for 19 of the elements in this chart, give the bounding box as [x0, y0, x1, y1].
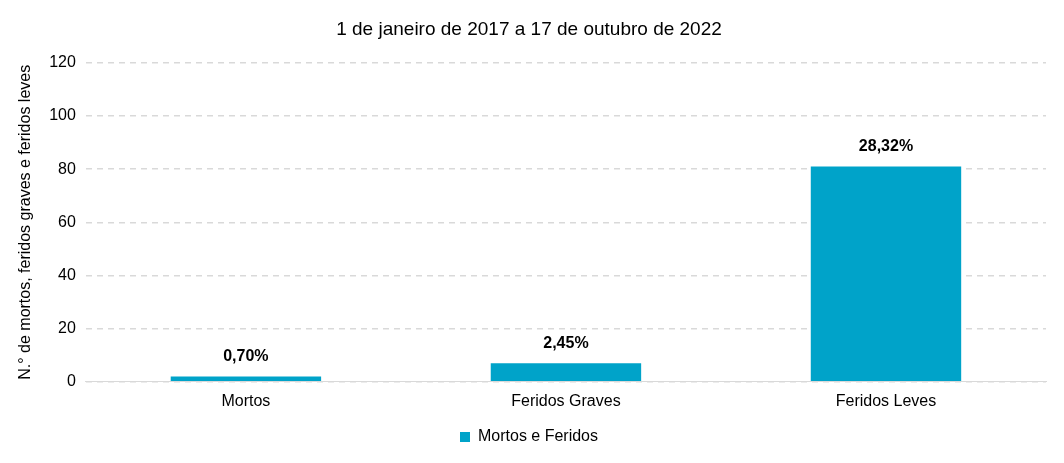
y-tick-label: 60 — [58, 212, 76, 230]
y-tick-label: 20 — [58, 319, 76, 337]
bar — [810, 166, 962, 382]
y-tick-label: 0 — [66, 372, 76, 390]
y-tick-label: 100 — [49, 106, 76, 124]
x-tick-label: Feridos Graves — [511, 391, 621, 409]
legend-label: Mortos e Feridos — [477, 427, 599, 445]
bar — [170, 376, 322, 382]
chart-title: 1 de janeiro de 2017 a 17 de outubro de 2022 — [336, 17, 722, 39]
y-tick-label: 120 — [49, 53, 76, 71]
bar — [490, 363, 642, 382]
annotation: 28,32% — [858, 136, 914, 154]
x-tick-label: Feridos Leves — [835, 391, 937, 409]
y-axis-title: N.° de mortos, feridos graves e feridos leves — [16, 64, 34, 380]
x-tick-label: Mortos — [221, 391, 271, 409]
annotation: 0,70% — [223, 346, 269, 364]
y-tick-label: 40 — [58, 265, 76, 283]
annotation: 2,45% — [543, 333, 589, 351]
y-tick-label: 80 — [58, 159, 76, 177]
